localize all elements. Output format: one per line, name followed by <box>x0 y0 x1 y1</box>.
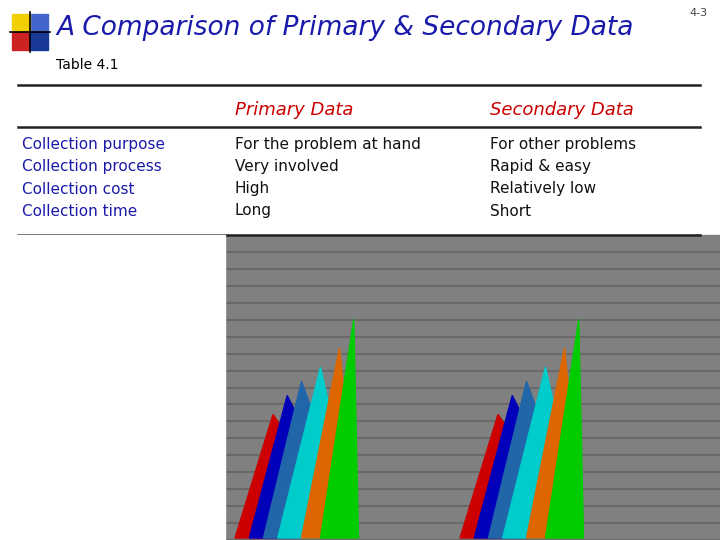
Polygon shape <box>474 395 583 538</box>
Polygon shape <box>488 381 583 538</box>
Polygon shape <box>249 395 359 538</box>
Bar <box>0 235 225 540</box>
Text: High: High <box>235 181 270 197</box>
Polygon shape <box>302 348 359 538</box>
Polygon shape <box>320 320 359 538</box>
Text: Secondary Data: Secondary Data <box>490 101 634 119</box>
Polygon shape <box>264 381 359 538</box>
Text: For other problems: For other problems <box>490 138 636 152</box>
Text: 4-3: 4-3 <box>690 8 708 18</box>
Bar <box>12 14 30 32</box>
Text: Table 4.1: Table 4.1 <box>56 58 119 72</box>
Bar <box>30 32 48 50</box>
Text: Long: Long <box>235 204 272 219</box>
Text: Very involved: Very involved <box>235 159 338 174</box>
Text: Collection time: Collection time <box>22 204 138 219</box>
Text: Relatively low: Relatively low <box>490 181 596 197</box>
Bar <box>12 32 30 50</box>
Polygon shape <box>503 367 583 538</box>
Polygon shape <box>526 348 583 538</box>
Polygon shape <box>460 415 583 538</box>
Bar <box>225 235 720 540</box>
Text: For the problem at hand: For the problem at hand <box>235 138 421 152</box>
Polygon shape <box>235 415 359 538</box>
Polygon shape <box>546 320 583 538</box>
Text: Collection purpose: Collection purpose <box>22 138 165 152</box>
Polygon shape <box>278 367 359 538</box>
Text: Collection process: Collection process <box>22 159 162 174</box>
Text: Primary Data: Primary Data <box>235 101 354 119</box>
Bar <box>30 14 48 32</box>
Text: Rapid & easy: Rapid & easy <box>490 159 591 174</box>
Text: A Comparison of Primary & Secondary Data: A Comparison of Primary & Secondary Data <box>56 15 634 41</box>
Text: Collection cost: Collection cost <box>22 181 135 197</box>
Text: Short: Short <box>490 204 531 219</box>
